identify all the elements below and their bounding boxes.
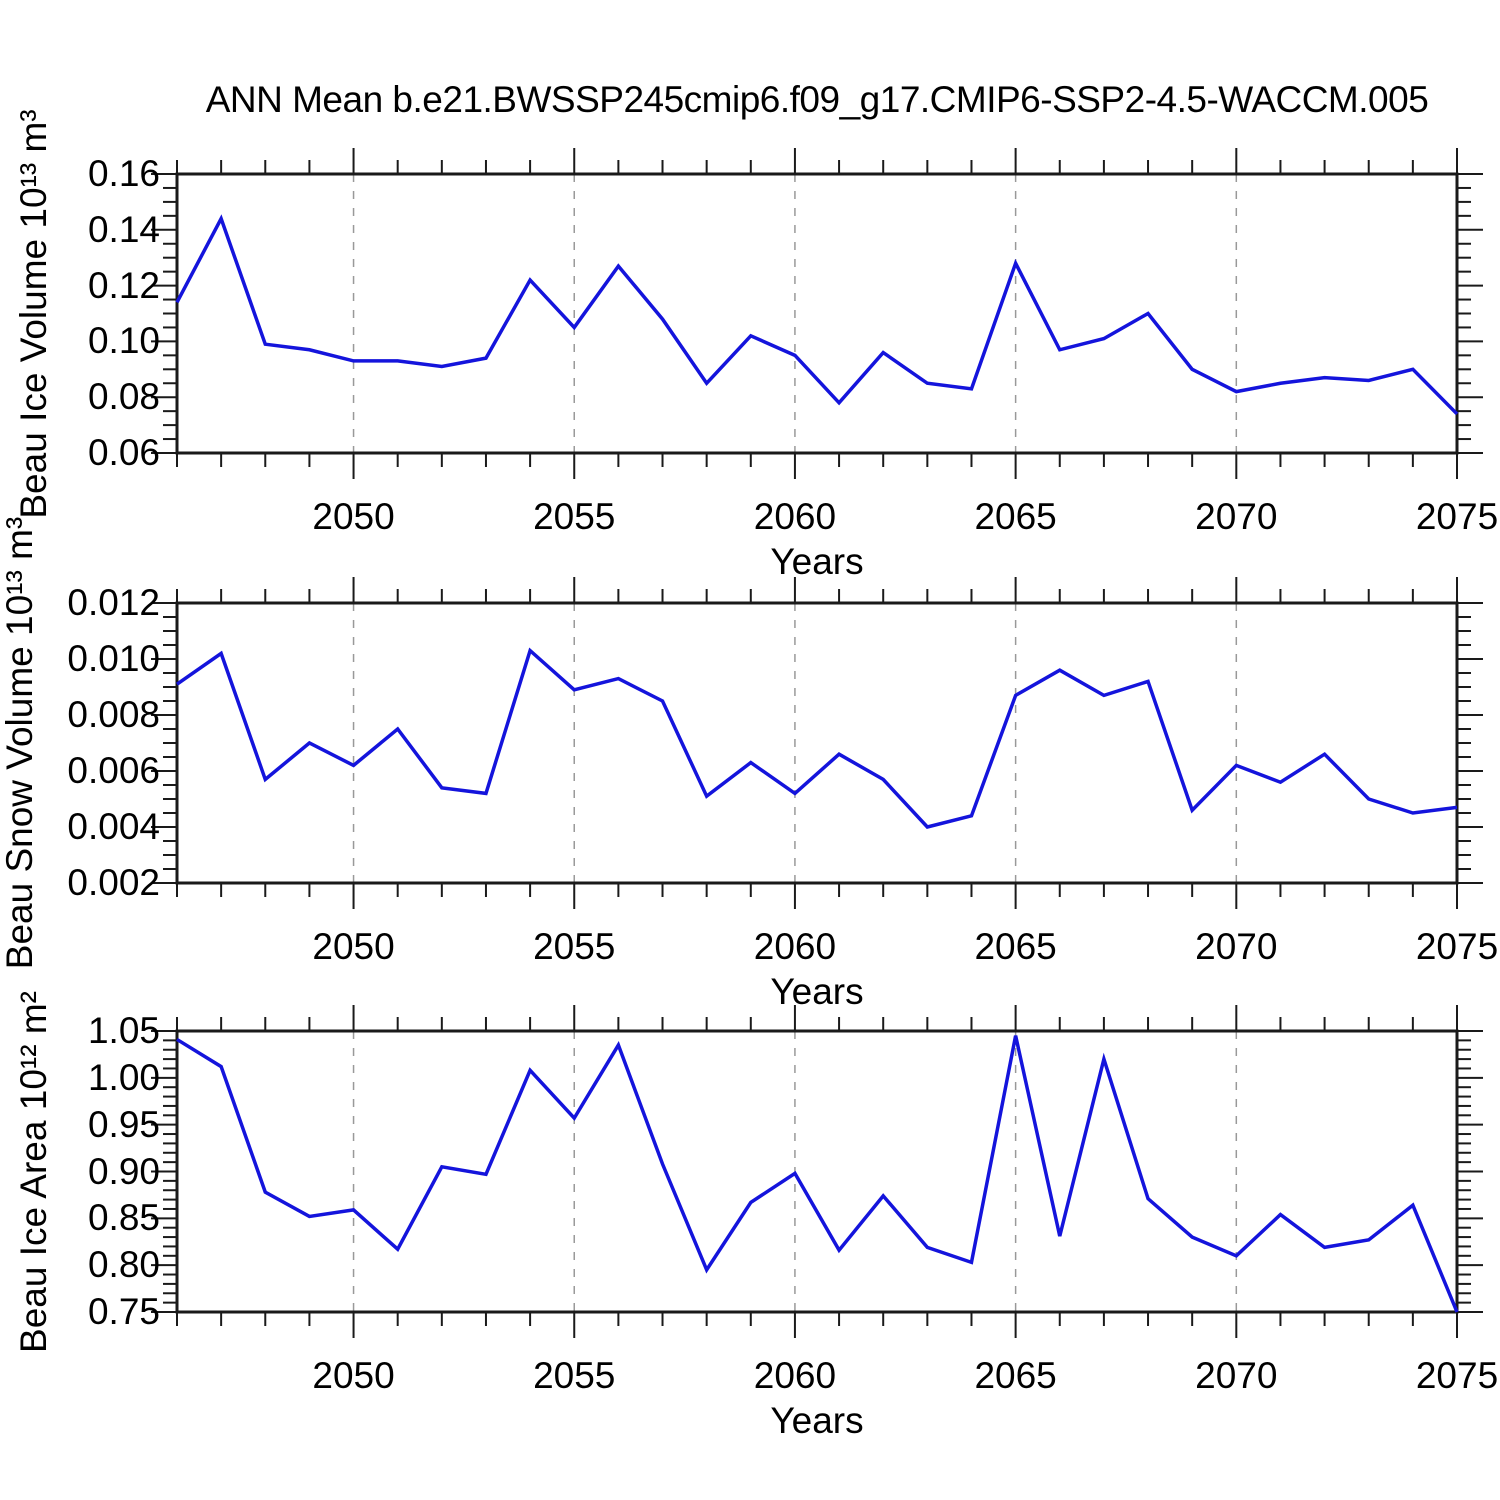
x-axis-title: Years xyxy=(770,1400,864,1441)
x-tick-label: 2050 xyxy=(312,496,395,537)
y-tick-label: 0.008 xyxy=(67,694,160,735)
y-tick-label: 0.006 xyxy=(67,750,160,791)
y-tick-label: 1.00 xyxy=(87,1056,160,1098)
beau-ice-volume-series xyxy=(175,214,1459,416)
x-tick-label: 2055 xyxy=(533,496,616,537)
x-tick-label: 2060 xyxy=(753,926,837,967)
y-tick-label: 0.002 xyxy=(67,862,160,903)
x-axis-title: Years xyxy=(770,541,864,582)
beau-ice-area-series xyxy=(176,1035,1459,1313)
panel-frame xyxy=(175,172,1459,455)
x-tick-label: 2060 xyxy=(753,496,837,537)
y-tick-label: 0.010 xyxy=(67,638,160,679)
y-tick-label: 0.90 xyxy=(87,1150,160,1192)
y-tick-label: 0.80 xyxy=(87,1244,160,1286)
y-tick-label: 0.10 xyxy=(87,320,160,362)
x-tick-label: 2065 xyxy=(974,926,1057,967)
y-tick-label: 0.85 xyxy=(87,1197,160,1239)
y-tick-label: 0.16 xyxy=(87,153,160,194)
x-tick-label: 2050 xyxy=(312,926,395,967)
y-tick-label: 0.12 xyxy=(87,264,160,306)
x-tick-label: 2070 xyxy=(1195,1355,1278,1396)
x-axis-title: Years xyxy=(770,971,864,1012)
y-tick-label: 1.05 xyxy=(87,1010,160,1051)
panel-frame xyxy=(175,601,1459,885)
x-tick-label: 2075 xyxy=(1415,1355,1499,1396)
y-tick-label: 0.95 xyxy=(87,1103,160,1145)
y-tick-label: 0.06 xyxy=(87,432,160,473)
x-tick-label: 2060 xyxy=(753,1355,837,1396)
beau-snow-volume-series xyxy=(175,647,1458,829)
y-tick-label: 0.75 xyxy=(87,1291,160,1332)
y-tick-label: 0.012 xyxy=(67,582,160,623)
x-tick-label: 2075 xyxy=(1415,926,1499,967)
x-tick-label: 2065 xyxy=(974,1355,1057,1396)
y-tick-label: 0.004 xyxy=(67,806,160,847)
y-tick-label: 0.14 xyxy=(87,208,160,250)
y-tick-label: 0.08 xyxy=(87,376,160,418)
x-tick-label: 2070 xyxy=(1195,496,1278,537)
x-tick-label: 2050 xyxy=(312,1355,395,1396)
chart-title: ANN Mean b.e21.BWSSP245cmip6.f09_g17.CMI… xyxy=(205,79,1429,120)
x-tick-label: 2070 xyxy=(1195,926,1278,967)
x-tick-label: 2055 xyxy=(533,1355,616,1396)
panel-frame xyxy=(175,1029,1459,1314)
x-tick-label: 2075 xyxy=(1415,496,1499,537)
x-tick-label: 2065 xyxy=(974,496,1057,537)
y-axis-title: Beau Ice Area 10¹² m² xyxy=(13,990,54,1353)
x-tick-label: 2055 xyxy=(533,926,616,967)
